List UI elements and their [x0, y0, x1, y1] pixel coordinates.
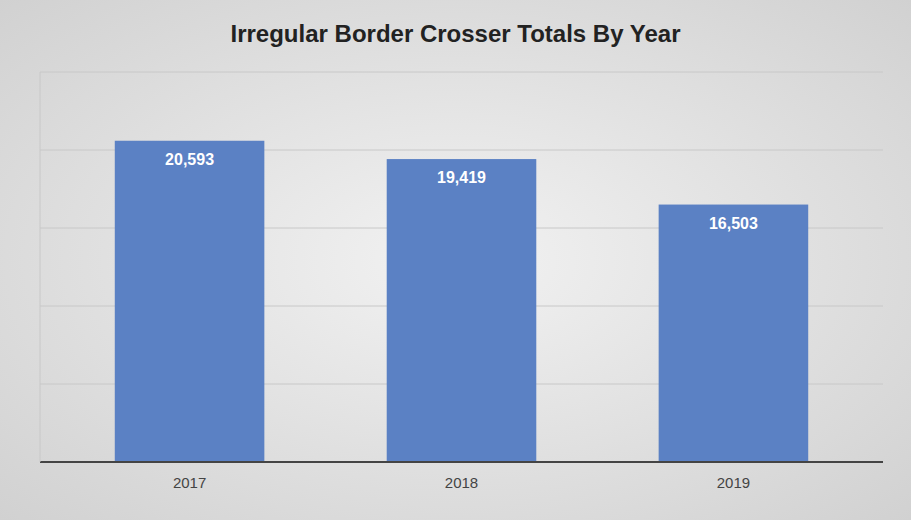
x-tick-label: 2017 [173, 474, 206, 491]
grid [40, 72, 883, 462]
x-tick-label: 2019 [717, 474, 750, 491]
data-labels: 20,593 19,419 16,503 [165, 151, 758, 232]
y-axis-line [40, 72, 41, 462]
bars [115, 141, 808, 462]
bar [115, 141, 265, 462]
chart-svg: Irregular Border Crosser Totals By Year 2… [0, 0, 911, 520]
grid-line [40, 462, 883, 463]
chart-title: Irregular Border Crosser Totals By Year [231, 20, 681, 47]
bar [387, 159, 537, 462]
grid-line [40, 72, 883, 73]
bar [659, 205, 809, 462]
data-label: 16,503 [709, 215, 758, 232]
x-tick-label: 2018 [445, 474, 478, 491]
data-label: 20,593 [165, 151, 214, 168]
chart-container: Irregular Border Crosser Totals By Year 2… [0, 0, 911, 520]
x-axis-line [40, 461, 883, 463]
x-tick-labels: 2017 2018 2019 [173, 474, 750, 491]
data-label: 19,419 [437, 169, 486, 186]
